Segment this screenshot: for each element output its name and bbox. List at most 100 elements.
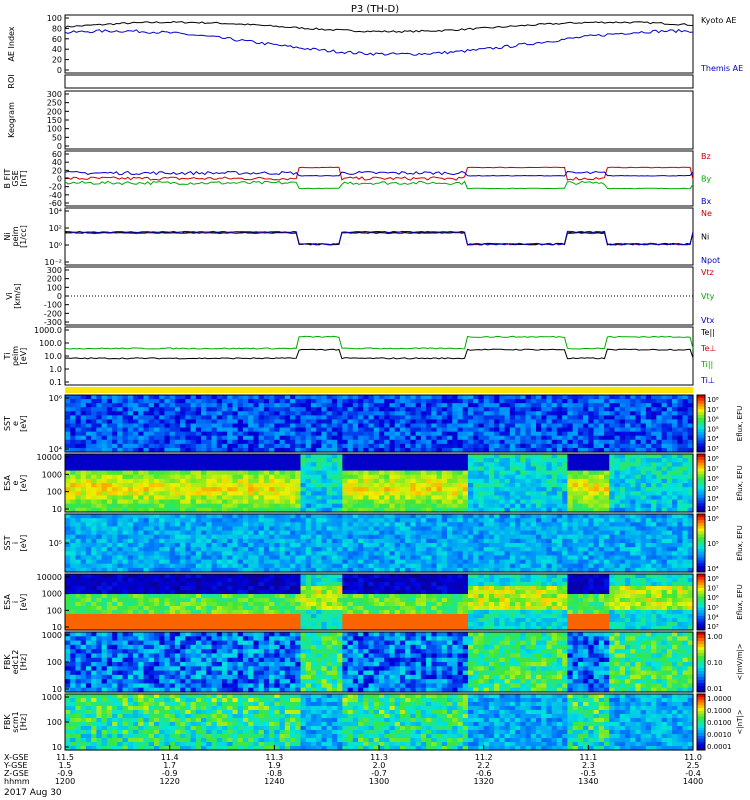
ytick-label: 10⁵ — [49, 539, 62, 548]
ytick-label: 300 — [47, 266, 62, 275]
xtick-label: 1200 — [55, 777, 75, 786]
colorbar-tick: 10⁷ — [707, 465, 719, 473]
colorbar-tick: 10⁶ — [707, 594, 719, 602]
colorbar-tick: 10⁸ — [707, 575, 719, 583]
ylabel-sst_e: e — [11, 421, 20, 426]
colorbar-tick: 0.0010 — [707, 731, 732, 739]
panel-esa_e: 10000 1000 100 10 ESA e [eV] 10⁸ 10⁷ 10⁶ 10⁵ 10⁴ 10³… — [3, 453, 744, 514]
ytick-label: 40 — [52, 45, 62, 54]
colorbar-fbk_b: 1.0000 0.1000 0.0100 0.0010 0.0001 <|nT|> — [696, 693, 744, 751]
legend-entry: Vty — [701, 292, 715, 301]
ylabel-esa_e: ESA — [3, 475, 12, 491]
colorbar-sst_i: 10⁶ 10⁵ 10⁴ Eflux, EFU — [696, 513, 744, 573]
ytick-label: 0 — [57, 142, 62, 151]
heatmap-fbk_b — [65, 694, 694, 751]
colorbar-tick: 10⁵ — [707, 540, 719, 548]
xtick-label: 2.2 — [477, 761, 490, 770]
ytick-label: 100 — [47, 658, 62, 667]
separator-bar — [65, 387, 693, 393]
ylabel-esa_i: ESA — [3, 594, 12, 610]
ylabel-fbk_b: [Hz] — [19, 714, 28, 730]
xtick-label: 2.5 — [687, 761, 700, 770]
ylabel-sst_e: SST — [3, 416, 12, 431]
panel-frame-ae — [64, 14, 694, 74]
xtick-label: 11.4 — [161, 753, 179, 762]
ylabel-ti: [eV] — [19, 348, 28, 365]
ylabel-esa_i: i — [11, 601, 20, 603]
legend-entry: Ti⊥ — [700, 376, 715, 385]
panel-frame-esa_e — [64, 453, 694, 513]
series-group-ae — [64, 20, 694, 56]
ylabel-ti: peim — [11, 346, 20, 366]
ylabel-ni: [1/cc] — [19, 225, 28, 248]
date-label: 2017 Aug 30 — [4, 788, 62, 798]
colorbar-tick: 10⁶ — [707, 416, 719, 424]
ytick-label: 1000 — [42, 631, 62, 640]
xtick-label: 2.3 — [582, 761, 595, 770]
xtick-label: 1220 — [159, 777, 179, 786]
heatmap-esa_e — [65, 454, 694, 513]
ytick-label: 300 — [47, 90, 62, 99]
ytick-label: -100 — [44, 301, 62, 310]
ytick-label: 10 — [52, 743, 62, 752]
ytick-label: 150 — [47, 116, 62, 125]
panel-frame-roi — [64, 74, 694, 89]
panel-frame-sst_e — [64, 394, 694, 453]
series-line-Te|| — [64, 348, 694, 360]
colorbar-tick: 0.10 — [707, 659, 723, 667]
ytick-label: -40 — [49, 191, 62, 200]
colorbar-tick: 10⁴ — [707, 565, 719, 573]
ytick-label: 100 — [47, 718, 62, 727]
panel-frame-keo — [64, 90, 694, 150]
ytick-label: -20 — [49, 183, 62, 192]
heatmap-fbk_e — [65, 632, 694, 693]
colorbar-tick: 10⁴ — [707, 613, 719, 621]
xtick-label: 11.1 — [579, 753, 597, 762]
series-line-Ne — [64, 231, 694, 246]
ytick-label: 100.0 — [39, 339, 62, 348]
legend-entry: Te|| — [700, 328, 715, 337]
ytick-label: 200 — [47, 275, 62, 284]
xtick-label: -0.4 — [685, 769, 701, 778]
colorbar-label: <|nT|> — [736, 709, 744, 734]
colorbar-tick: 10⁵ — [707, 485, 719, 493]
ytick-label: 0 — [57, 292, 62, 301]
ylabel-sst_i: [eV] — [19, 535, 28, 552]
ytick-label: 10 — [52, 505, 62, 514]
xtick-label: 11.3 — [265, 753, 283, 762]
colorbar-tick: 0.01 — [707, 685, 723, 693]
ylabel-sst_i: i — [11, 542, 20, 544]
series-line-Bx — [64, 170, 694, 177]
ytick-label: 10⁴ — [49, 445, 62, 454]
ytick-label: 1000 — [42, 590, 62, 599]
xtick-label: 1.9 — [268, 761, 281, 770]
colorbar-label: Eflux, EFU — [736, 525, 744, 560]
colorbar-tick: 10⁷ — [707, 585, 719, 593]
legend-entry: Themis AE — [700, 64, 743, 73]
legend-entry: Te⊥ — [700, 344, 716, 353]
ylabel-fbk_e: edc12 — [11, 650, 20, 675]
ytick-label: 100 — [47, 488, 62, 497]
ytick-label: 10⁶ — [49, 394, 62, 403]
x-axis-labels: X-GSEY-GSEZ-GSEhhmm11.51.5-0.9120011.41.… — [3, 745, 703, 786]
colorbar-label: Eflux, EFU — [736, 584, 744, 619]
ytick-label: 1.0 — [49, 365, 62, 374]
series-line-Npot — [64, 230, 694, 246]
xtick-label: 2.0 — [373, 761, 386, 770]
ytick-label: 80 — [52, 24, 62, 33]
legend-entry: Ti|| — [700, 360, 713, 369]
colorbar-label: Eflux, EFU — [736, 406, 744, 441]
panel-roi: ROI — [7, 74, 694, 89]
xaxis-row-label: Z-GSE — [4, 769, 29, 778]
colorbar-label: <|mV/m|> — [736, 643, 744, 680]
xtick-label: -0.9 — [57, 769, 73, 778]
legend-entry: Kyoto AE — [701, 16, 736, 25]
colorbar-tick: 10⁶ — [707, 475, 719, 483]
colorbar-tick: 10⁴ — [707, 435, 719, 443]
xtick-label: 1340 — [578, 777, 598, 786]
panel-frame-ti — [64, 326, 694, 386]
colorbar-tick: 1.00 — [707, 633, 723, 641]
ytick-label: 0 — [57, 66, 62, 75]
